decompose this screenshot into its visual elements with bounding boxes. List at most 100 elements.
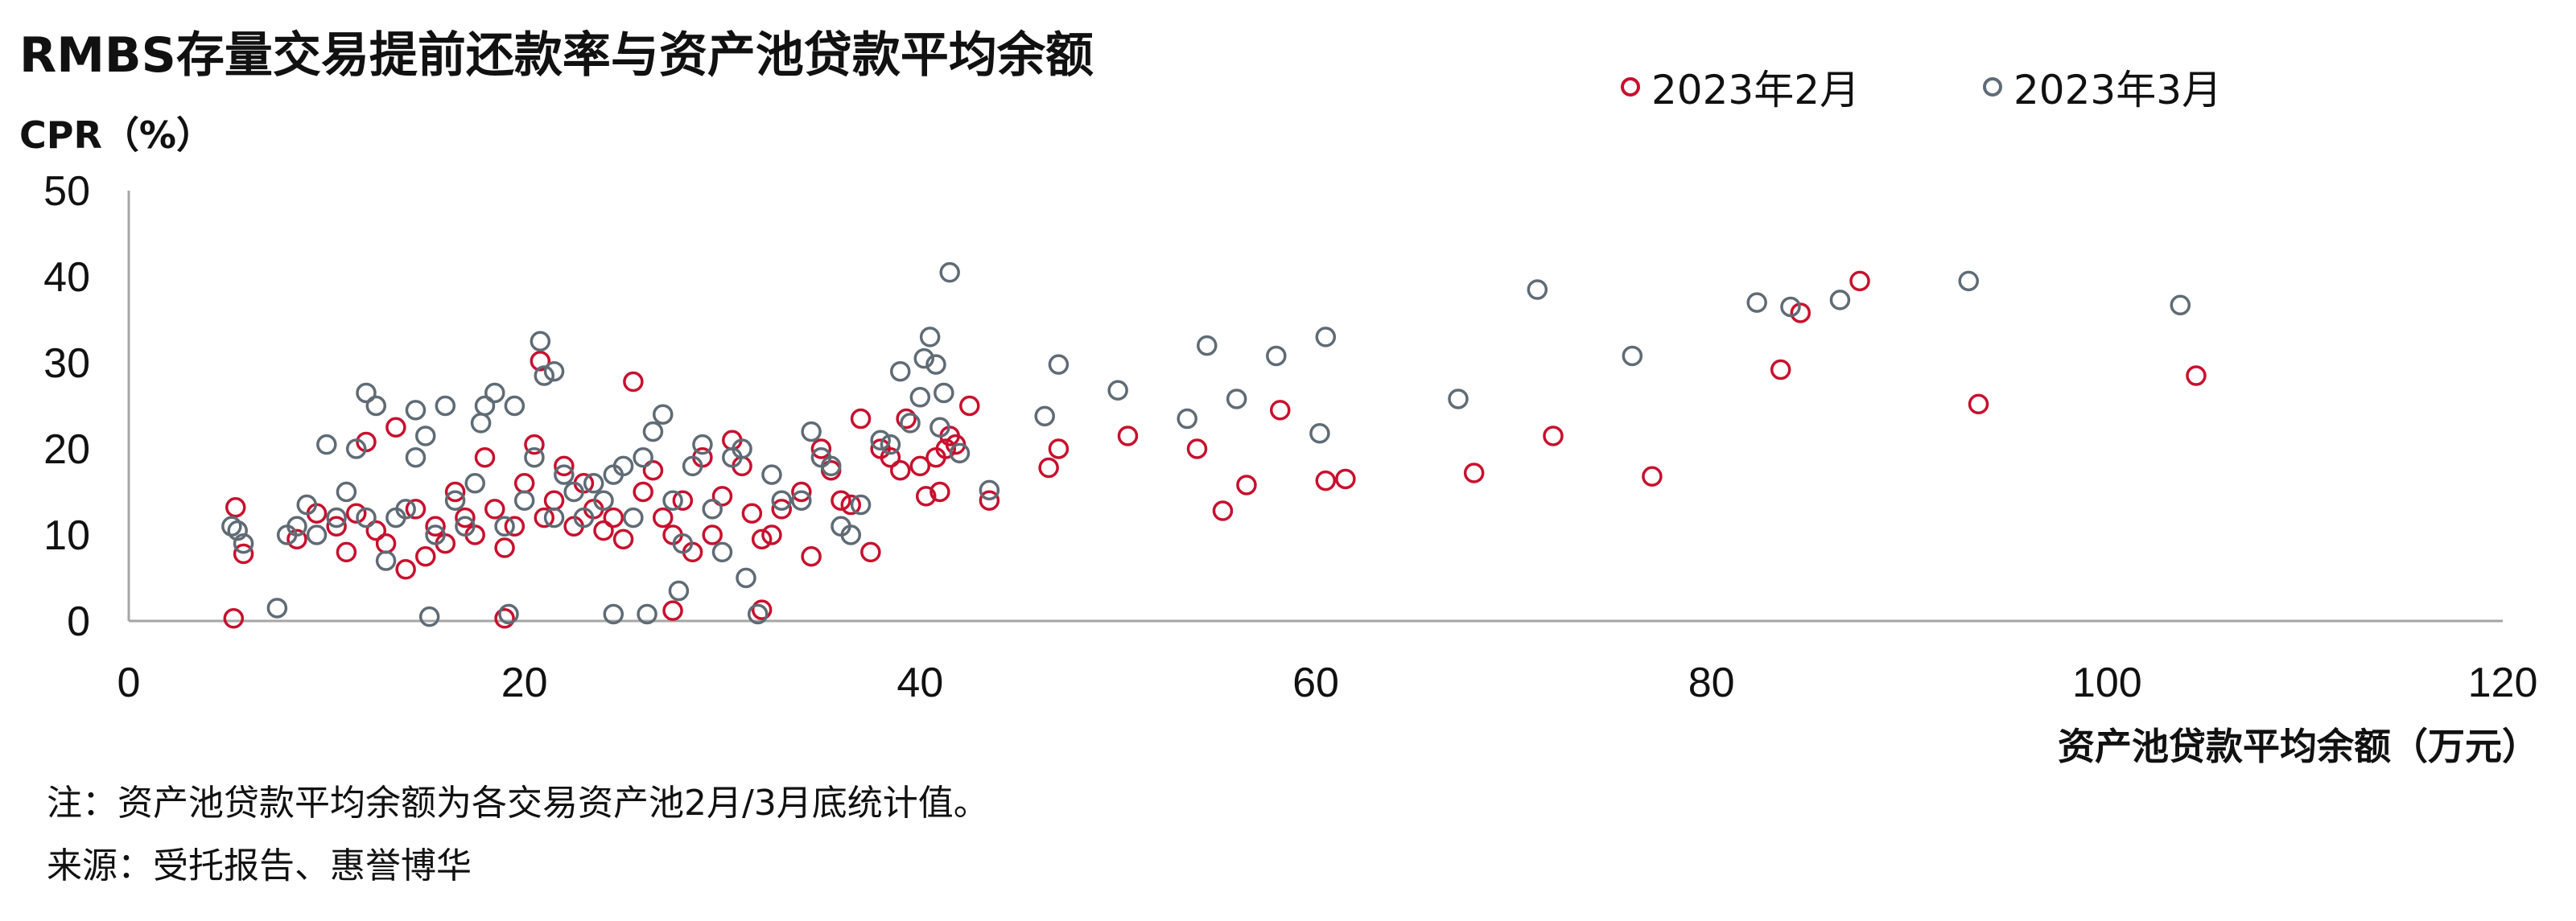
data-point-mar bbox=[1226, 389, 1247, 409]
data-point-mar bbox=[470, 413, 492, 434]
data-point-mar bbox=[345, 438, 367, 459]
data-point-mar bbox=[612, 455, 634, 477]
data-point-mar bbox=[1780, 296, 1801, 318]
data-point-mar bbox=[405, 446, 427, 468]
data-point-feb bbox=[1117, 426, 1139, 446]
data-point-feb bbox=[415, 546, 436, 567]
data-point-mar bbox=[484, 382, 505, 404]
y-tick-label: 40 bbox=[43, 254, 90, 301]
data-point-mar bbox=[939, 261, 960, 283]
data-point-feb bbox=[672, 490, 694, 511]
data-point-mar bbox=[316, 434, 337, 455]
data-point-feb bbox=[1335, 468, 1356, 490]
data-point-mar bbox=[732, 438, 752, 459]
data-point-mar bbox=[530, 331, 551, 352]
data-point-feb bbox=[642, 460, 664, 481]
data-point-mar bbox=[1107, 380, 1128, 401]
data-point-mar bbox=[375, 550, 397, 571]
data-point-mar bbox=[418, 606, 440, 627]
data-point-feb bbox=[223, 608, 245, 629]
data-point-mar bbox=[1197, 335, 1218, 356]
data-point-mar bbox=[266, 598, 288, 619]
data-point-feb bbox=[915, 486, 937, 507]
data-point-feb bbox=[593, 520, 614, 541]
data-point-mar bbox=[1622, 345, 1643, 367]
data-point-feb bbox=[395, 559, 416, 580]
data-point-feb bbox=[1642, 466, 1663, 487]
data-point-feb bbox=[711, 486, 733, 507]
data-point-feb bbox=[513, 473, 535, 494]
x-axis-title: 资产池贷款平均余额（万元） bbox=[2058, 725, 2539, 768]
data-point-mar bbox=[949, 442, 971, 464]
data-point-feb bbox=[474, 446, 496, 468]
data-point-mar bbox=[336, 481, 357, 503]
data-point-feb bbox=[909, 455, 931, 477]
legend-item-mar: 2023年3月 bbox=[1983, 58, 2222, 116]
data-point-feb bbox=[1038, 457, 1059, 479]
data-point-mar bbox=[286, 516, 307, 537]
data-point-mar bbox=[748, 603, 769, 625]
y-tick-label: 50 bbox=[43, 168, 90, 215]
data-point-feb bbox=[365, 520, 387, 541]
data-point-mar bbox=[425, 524, 446, 545]
data-point-feb bbox=[1236, 475, 1257, 495]
data-point-feb bbox=[623, 371, 644, 393]
data-point-mar bbox=[1527, 279, 1548, 300]
data-point-feb bbox=[890, 460, 911, 481]
data-point-feb bbox=[662, 600, 683, 621]
data-point-mar bbox=[801, 421, 822, 442]
data-point-mar bbox=[623, 507, 644, 528]
data-point-feb bbox=[959, 395, 980, 417]
data-point-mar bbox=[662, 490, 683, 511]
data-point-feb bbox=[1212, 500, 1234, 521]
y-tick-label: 0 bbox=[67, 598, 90, 645]
data-point-feb bbox=[751, 599, 773, 620]
data-point-feb bbox=[1968, 393, 1989, 415]
data-point-mar bbox=[464, 473, 485, 494]
data-point-mar bbox=[306, 524, 328, 545]
data-point-feb bbox=[1270, 400, 1291, 421]
data-point-feb bbox=[1770, 359, 1791, 380]
x-tick-label: 60 bbox=[1292, 660, 1339, 706]
data-point-mar bbox=[850, 494, 872, 516]
data-point-feb bbox=[751, 528, 773, 550]
data-point-mar bbox=[296, 494, 317, 516]
data-point-mar bbox=[504, 395, 526, 417]
data-point-feb bbox=[494, 537, 515, 558]
data-point-feb bbox=[405, 499, 427, 520]
data-point-mar bbox=[672, 532, 694, 554]
legend-label-feb: 2023年2月 bbox=[1651, 67, 1861, 113]
data-point-feb bbox=[612, 528, 634, 550]
data-point-feb bbox=[603, 507, 624, 528]
data-point-mar bbox=[221, 516, 242, 537]
data-point-feb bbox=[543, 490, 565, 511]
data-point-mar bbox=[593, 490, 614, 511]
data-point-feb bbox=[840, 494, 862, 516]
data-point-feb bbox=[455, 507, 476, 528]
data-point-feb bbox=[554, 455, 575, 477]
data-point-feb bbox=[494, 608, 515, 629]
data-point-mar bbox=[711, 541, 733, 563]
data-point-mar bbox=[1958, 270, 1979, 292]
x-tick-label: 120 bbox=[2468, 660, 2538, 706]
data-point-feb bbox=[375, 532, 397, 554]
data-point-mar bbox=[880, 434, 901, 455]
data-point-mar bbox=[405, 400, 427, 421]
data-point-feb bbox=[935, 438, 957, 459]
data-point-mar bbox=[1034, 405, 1055, 427]
data-point-mar bbox=[934, 382, 954, 404]
data-point-mar bbox=[395, 499, 416, 520]
data-point-feb bbox=[530, 351, 551, 372]
data-point-mar bbox=[1315, 327, 1337, 347]
data-point-mar bbox=[692, 434, 713, 455]
chart-title: RMBS存量交易提前还款率与资产池贷款平均余额 bbox=[19, 27, 1094, 84]
data-point-mar bbox=[919, 327, 941, 347]
data-point-mar bbox=[913, 347, 934, 369]
data-point-feb bbox=[444, 481, 466, 503]
data-point-feb bbox=[880, 446, 901, 468]
data-point-mar bbox=[900, 413, 921, 434]
data-point-mar bbox=[1829, 290, 1851, 310]
data-point-feb bbox=[233, 543, 254, 565]
data-point-mar bbox=[1309, 422, 1330, 444]
x-tick-label: 80 bbox=[1688, 660, 1735, 706]
